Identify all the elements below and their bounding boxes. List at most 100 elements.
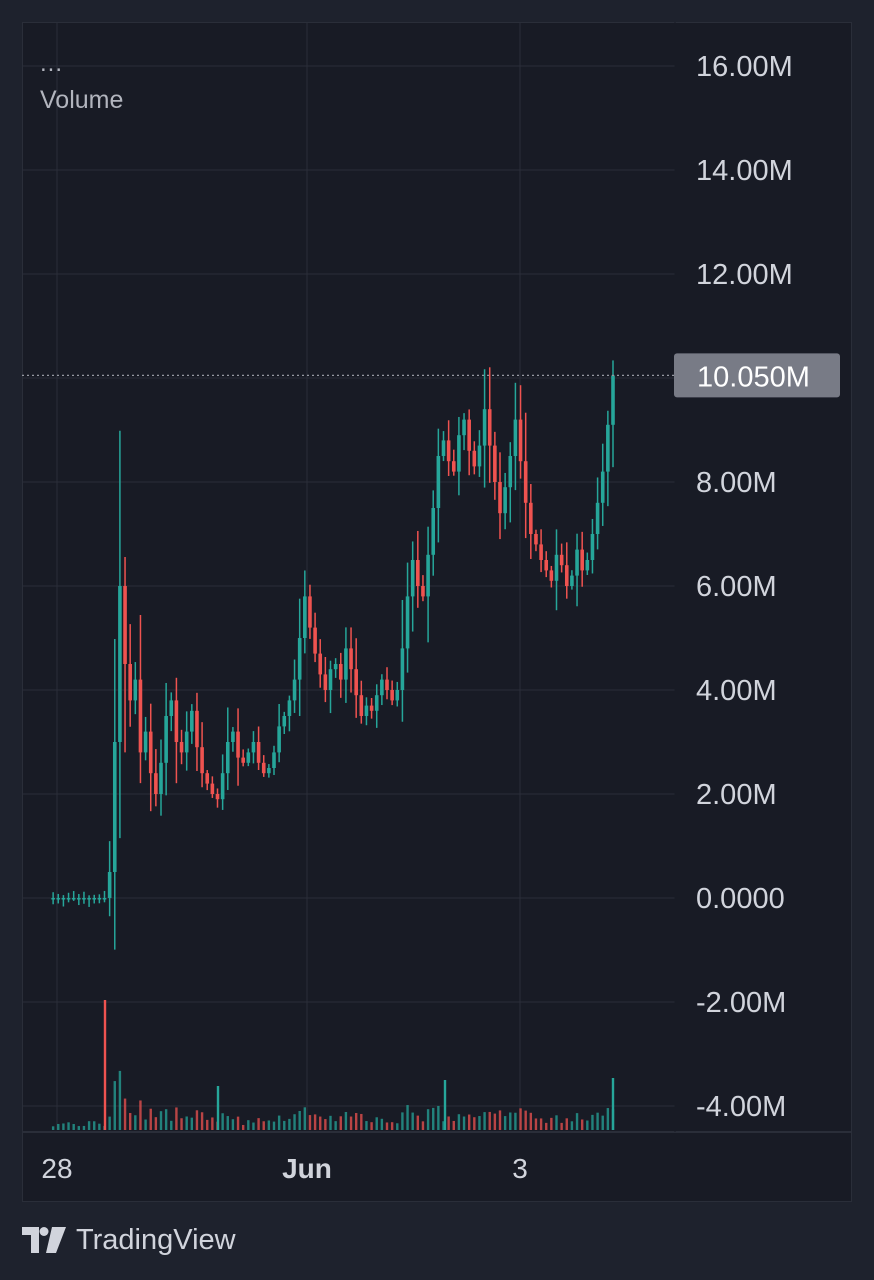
candle-body [416,560,420,586]
candle-body [390,690,394,701]
candle-body [457,435,461,472]
candle-body [118,586,122,742]
candle-body [410,560,415,597]
chart-frame[interactable] [22,22,852,1202]
candle-body [611,375,615,425]
volume-bar [98,1123,101,1130]
brand-name: TradingView [76,1223,236,1256]
volume-bar [51,1126,55,1130]
volume-bar [82,1125,86,1130]
candle-body [133,679,138,701]
volume-bar [601,1115,604,1130]
y-tick-label: 2.00M [696,779,777,811]
candle-body [400,648,405,690]
candle-body [354,669,358,696]
candle-body [287,700,292,716]
candle-body [56,898,61,900]
volume-bar [370,1122,373,1130]
candle-body [575,549,579,576]
volume-bar [380,1118,384,1130]
volume-bar [473,1117,476,1130]
candle-body [277,726,281,753]
candle-body [159,762,163,794]
current-value-badge [674,353,840,398]
volume-bar [498,1110,502,1130]
series-name: Volume [40,86,124,114]
candle-body [426,554,430,597]
candle-body [595,502,600,534]
volume-bar [509,1112,512,1130]
volume-bar [277,1115,281,1130]
candle-body [328,669,333,690]
volume-bar [514,1112,517,1130]
volume-bar [401,1112,404,1130]
tradingview-brand[interactable]: TradingView [22,1220,236,1260]
volume-bar [283,1120,286,1130]
candle-body [482,409,487,446]
volume-bar [103,1000,107,1130]
volume-bar [154,1117,158,1130]
candle-body [380,679,384,696]
volume-bar [452,1120,455,1130]
volume-bar [123,1098,127,1130]
candle-body [297,638,302,680]
volume-bar [442,1121,445,1130]
volume-bar [293,1114,296,1130]
candle-body [508,456,513,488]
volume-bar [298,1110,301,1130]
volume-bar [550,1117,553,1130]
tradingview-logo-icon [22,1227,66,1253]
volume-bar [421,1121,425,1130]
volume-bar [113,1081,116,1130]
volume-bar [360,1113,363,1130]
x-tick-label: Jun [282,1153,332,1184]
candle-body [231,731,235,742]
candle-body [338,664,343,680]
candle-body [66,898,71,900]
candle-body [256,742,261,763]
volume-bar [226,1116,229,1130]
candle-body [154,773,158,794]
volume-bar [416,1115,420,1130]
candle-body [123,586,127,664]
candle-body [467,419,471,451]
volume-chart[interactable]: 16.00M 14.00M 12.00M 8.00M 6.00M 4.00M 2.00M 0.… [0,0,874,1210]
volume-bar [324,1119,327,1130]
candle-body [544,560,549,571]
volume-bar [77,1126,81,1130]
volume-bar [180,1118,183,1130]
candle-body [349,648,353,670]
candle-body [138,679,143,753]
candle-body [292,679,297,701]
volume-bar [288,1118,291,1130]
volume-bar [236,1116,240,1130]
volume-bar [478,1116,481,1130]
candle-body [179,742,184,753]
volume-bar [560,1122,563,1130]
volume-bar [375,1117,378,1130]
candle-body [272,752,276,768]
volume-bar [411,1112,414,1130]
candle-body [529,502,533,534]
candle-body [246,752,251,763]
volume-bar [580,1119,584,1130]
candle-body [195,710,199,748]
candle-body [344,648,348,680]
volume-bar [529,1112,533,1130]
legend-menu-dots[interactable]: ... [40,50,64,77]
volume-bar [221,1113,224,1130]
volume-bar [170,1120,173,1130]
volume-bar [354,1113,358,1130]
candle-body [215,794,220,800]
volume-bar [247,1120,250,1130]
candle-body [395,690,400,701]
candle-body [487,409,492,446]
volume-bar [467,1114,471,1130]
volume-bar [575,1113,579,1130]
candle-body [261,762,266,774]
volume-bar [524,1110,527,1130]
candle-body [446,440,451,462]
y-tick-label: -2.00M [696,987,786,1019]
candle-body [462,419,466,436]
candle-body [190,710,194,732]
